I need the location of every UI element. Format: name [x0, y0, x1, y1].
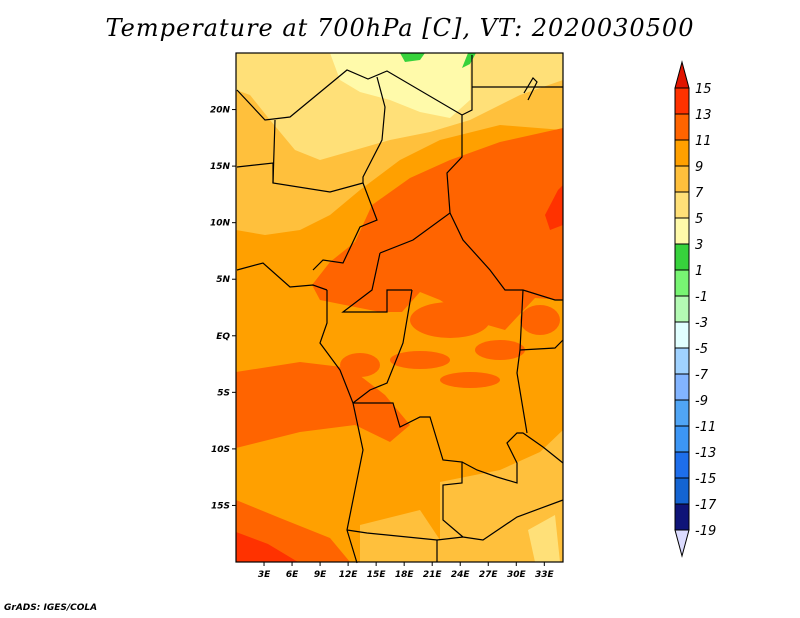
lat-label: 10N: [210, 219, 231, 229]
colorbar-swatch: [674, 243, 690, 271]
colorbar-label: -13: [695, 446, 716, 461]
colorbar-label: -5: [695, 342, 708, 357]
colorbar-swatch: [674, 399, 690, 427]
colorbar-label: 5: [695, 212, 703, 227]
colorbar-label: 7: [695, 186, 704, 201]
colorbar-swatch: [674, 321, 690, 349]
colorbar-label: 15: [695, 82, 712, 97]
lat-label: 10S: [211, 445, 230, 455]
lon-label: 30E: [507, 570, 527, 580]
colorbar-swatch: [674, 165, 690, 193]
map-frame: [235, 52, 564, 563]
colorbar-label: 11: [695, 134, 712, 149]
colorbar: 15 13 11 9 7 5 3 1 -1 -3 -5 -7 -9 -11 -13 -15 -17 -19: [674, 60, 717, 558]
colorbar-label: -3: [695, 316, 708, 331]
lat-label: 5N: [216, 275, 230, 285]
lat-label: EQ: [216, 332, 230, 342]
colorbar-swatch: [674, 503, 690, 531]
colorbar-swatch: [674, 139, 690, 167]
colorbar-swatch: [674, 477, 690, 505]
lat-label: 5S: [217, 388, 230, 398]
colorbar-swatch: [674, 451, 690, 479]
grads-credit: GrADS: IGES/COLA: [4, 603, 98, 613]
colorbar-label: -11: [695, 420, 716, 435]
colorbar-label: -15: [695, 472, 716, 487]
colorbar-swatch: [674, 347, 690, 375]
colorbar-label: 13: [695, 108, 712, 123]
colorbar-label: -7: [695, 368, 709, 383]
country-borders: [236, 55, 564, 564]
colorbar-bottom-arrow: [674, 529, 690, 558]
lon-label: 21E: [423, 570, 443, 580]
lon-label: 24E: [451, 570, 471, 580]
map-axes: 20N 15N 10N 5N EQ 5S 10S 15S 3E 6E 9E 12E 15E 18E 21E 2…: [210, 106, 555, 580]
colorbar-label: 3: [695, 238, 703, 253]
lon-label: 33E: [535, 570, 555, 580]
lon-label: 27E: [479, 570, 499, 580]
lon-label: 3E: [258, 570, 271, 580]
colorbar-swatch: [674, 113, 690, 141]
lon-label: 15E: [367, 570, 387, 580]
colorbar-label: -17: [695, 498, 717, 513]
plot-title: Temperature at 700hPa [C], VT: 202003050…: [105, 14, 695, 42]
colorbar-swatch: [674, 425, 690, 453]
lat-label: 15S: [211, 501, 230, 511]
colorbar-swatch: [674, 191, 690, 219]
colorbar-swatch: [674, 373, 690, 401]
lon-label: 6E: [286, 570, 299, 580]
colorbar-swatch: [674, 217, 690, 245]
colorbar-label: -19: [695, 524, 716, 539]
colorbar-label: 9: [695, 160, 703, 175]
colorbar-label: -1: [695, 290, 708, 305]
colorbar-label: 1: [695, 264, 703, 279]
colorbar-label: -9: [695, 394, 708, 409]
lat-label: 20N: [210, 106, 231, 116]
lon-label: 18E: [395, 570, 415, 580]
colorbar-swatch: [674, 87, 690, 115]
lon-label: 9E: [314, 570, 327, 580]
temperature-field: [236, 53, 563, 562]
colorbar-top-arrow: [674, 60, 690, 89]
lat-label: 15N: [210, 162, 231, 172]
colorbar-swatch: [674, 269, 690, 297]
lon-label: 12E: [339, 570, 359, 580]
colorbar-swatch: [674, 295, 690, 323]
